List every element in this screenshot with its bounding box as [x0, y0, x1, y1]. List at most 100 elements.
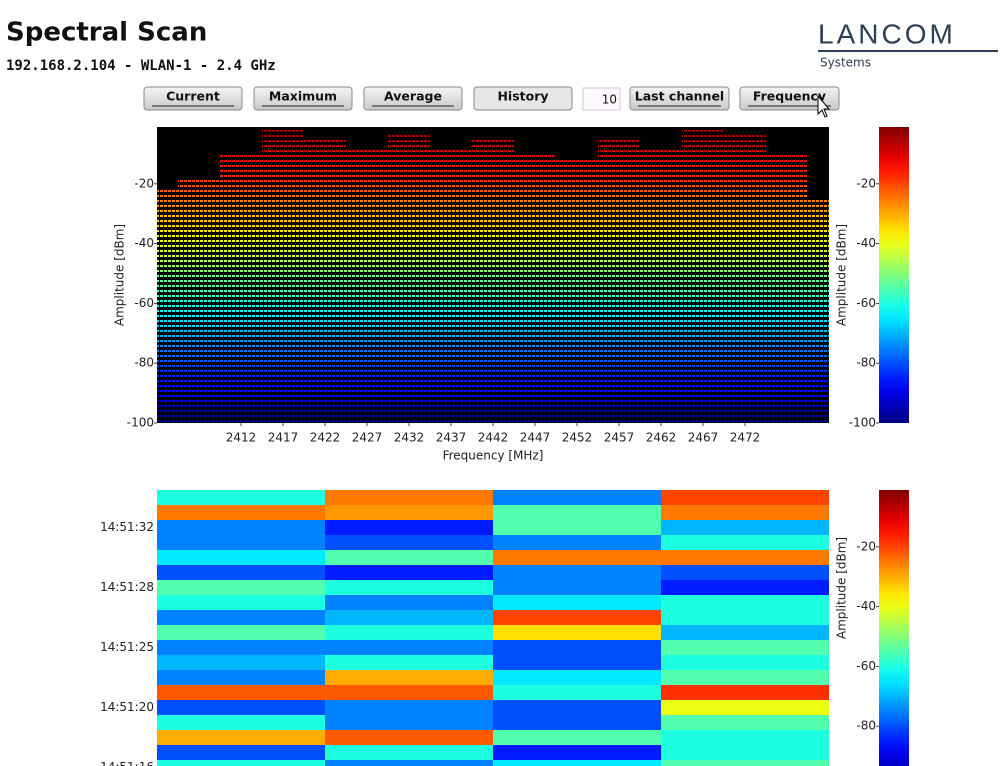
- page-subtitle: 192.168.2.104 - WLAN-1 - 2.4 GHz: [6, 58, 276, 74]
- button-face[interactable]: [363, 86, 463, 111]
- heatmap-cell: [325, 700, 493, 715]
- spectrum-column: [514, 153, 556, 423]
- spectrum-column: [178, 177, 220, 423]
- heatmap-cell: [493, 700, 661, 715]
- button-bar[interactable]: [638, 105, 721, 107]
- button-face[interactable]: [143, 86, 243, 111]
- spectrum-column: [598, 138, 640, 423]
- button-bar[interactable]: [262, 105, 344, 107]
- y-tick-label: -40: [134, 236, 154, 250]
- heatmap-cell: [325, 520, 493, 535]
- heatmap-cell: [325, 550, 493, 565]
- x-tick-label: 2442: [478, 431, 509, 445]
- button[interactable]: Maximum: [253, 86, 353, 111]
- button-label[interactable]: Maximum: [269, 89, 337, 104]
- heatmap-cell: [157, 565, 325, 580]
- spectrum-column: [724, 132, 766, 423]
- heatmap-cell: [325, 625, 493, 640]
- heatmap-cell: [157, 670, 325, 685]
- heatmap-cell: [157, 610, 325, 625]
- count-value[interactable]: 10: [602, 93, 617, 107]
- count-input[interactable]: [582, 87, 621, 111]
- button-label[interactable]: Average: [384, 89, 442, 104]
- spectrum-column: [304, 138, 346, 423]
- heatmap-cell: [325, 610, 493, 625]
- button-label[interactable]: History: [497, 89, 548, 104]
- x-tick-label: 2462: [646, 431, 677, 445]
- logo-subtitle: Systems: [820, 56, 871, 70]
- x-axis-label: Frequency [MHz]: [443, 449, 544, 463]
- colorbar-tick-label: -60: [856, 296, 876, 310]
- button-face[interactable]: [629, 86, 730, 111]
- spectrum-column: [472, 138, 514, 423]
- button-label[interactable]: Frequency: [753, 89, 826, 104]
- heatmap-cell: [493, 760, 661, 766]
- heatmap-cell: [661, 580, 829, 595]
- spectrum-column: [346, 147, 388, 423]
- button[interactable]: Average: [363, 86, 463, 111]
- time-label: 14:51:20: [100, 700, 154, 714]
- y-tick-label: -20: [134, 176, 154, 190]
- button-label[interactable]: Current: [166, 89, 220, 104]
- heatmap-cell: [661, 760, 829, 766]
- heatmap-cell: [493, 535, 661, 550]
- x-tick-label: 2412: [226, 431, 257, 445]
- heatmap-cell: [157, 550, 325, 565]
- chart-annotations: 2412 2417 2422 2427 2432 2437 2442 2447 2452 2457…: [100, 127, 909, 766]
- heatmap-cell: [157, 535, 325, 550]
- spectrum-column: [766, 153, 808, 423]
- colorbar-label: Amplitude [dBm]: [835, 224, 849, 326]
- heatmap-cell: [325, 670, 493, 685]
- button-bar[interactable]: [372, 105, 454, 107]
- y-axis-label: Amplitude [dBm]: [113, 224, 127, 326]
- x-tick-label: 2472: [730, 431, 761, 445]
- toolbar: Current Maximum Average History 10 Last chann…: [143, 86, 840, 118]
- heatmap-cell: [157, 595, 325, 610]
- spectrum-column: [220, 153, 262, 423]
- heatmap-cell: [157, 490, 325, 505]
- button[interactable]: Last channel: [629, 86, 730, 111]
- heatmap-cell: [493, 685, 661, 700]
- x-tick-label: 2457: [604, 431, 635, 445]
- heatmap-cell: [661, 550, 829, 565]
- heatmap-cell: [157, 505, 325, 520]
- spectrum-column: [556, 159, 598, 423]
- spectrum-column: [388, 132, 430, 423]
- button-label[interactable]: Last channel: [635, 89, 724, 104]
- heatmap-cell: [661, 505, 829, 520]
- heatmap-cell: [661, 490, 829, 505]
- heatmap-cell: [493, 520, 661, 535]
- spectrum-column: [262, 129, 304, 423]
- colorbar-tick-label: -80: [856, 356, 876, 370]
- button-face[interactable]: [739, 86, 840, 111]
- colorbar-label: Amplitude [dBm]: [835, 537, 849, 639]
- spectrum-column: [640, 147, 682, 423]
- button[interactable]: History: [473, 86, 573, 111]
- x-tick-label: 2437: [436, 431, 467, 445]
- spectrum-column: [682, 129, 724, 423]
- heatmap-cell: [493, 580, 661, 595]
- spectrum-column: [808, 198, 829, 423]
- button-face[interactable]: [473, 86, 573, 111]
- heatmap-cell: [157, 760, 325, 766]
- heatmap-cell: [157, 745, 325, 760]
- time-label: 14:51:25: [100, 640, 154, 654]
- logo: LANCOM: [818, 18, 956, 49]
- heatmap-cell: [325, 565, 493, 580]
- colorbar-tick-label: -20: [856, 176, 876, 190]
- heatmap-cell: [661, 745, 829, 760]
- heatmap-cell: [325, 505, 493, 520]
- button[interactable]: Current: [143, 86, 243, 111]
- button-bar[interactable]: [152, 105, 234, 107]
- heatmap-cell: [493, 625, 661, 640]
- colorbar-tick-label: -100: [849, 416, 876, 430]
- heatmap-cell: [493, 730, 661, 745]
- button[interactable]: Frequency: [739, 86, 840, 111]
- heatmap-cell: [157, 580, 325, 595]
- x-tick-label: 2467: [688, 431, 719, 445]
- x-tick-label: 2422: [310, 431, 341, 445]
- heatmap-cell: [661, 625, 829, 640]
- y-tick-label: -80: [134, 356, 154, 370]
- button-bar[interactable]: [748, 105, 831, 107]
- button-face[interactable]: [253, 86, 353, 111]
